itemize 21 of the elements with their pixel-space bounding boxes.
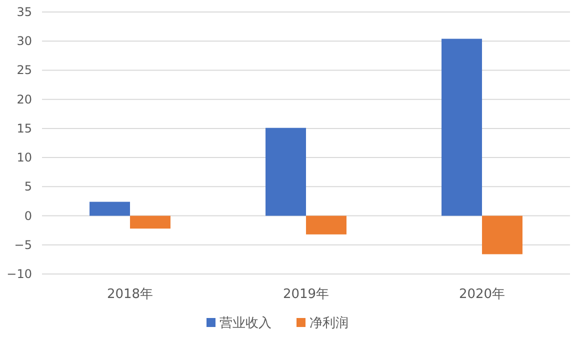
legend-label: 净利润 <box>310 316 348 331</box>
y-tick-label: 5 <box>24 180 32 194</box>
bar <box>442 38 482 216</box>
y-tick-label: 0 <box>24 208 32 223</box>
bar <box>306 216 346 234</box>
x-tick-label: 2018年 <box>106 287 154 302</box>
bar <box>130 216 170 229</box>
y-tick-label: −5 <box>14 238 32 252</box>
bar <box>266 128 306 216</box>
legend-label: 营业收入 <box>220 316 272 331</box>
y-tick-label: −10 <box>6 267 32 281</box>
y-tick-label: 10 <box>16 150 32 165</box>
x-tick-label: 2019年 <box>282 287 330 302</box>
y-tick-label: 25 <box>16 63 32 78</box>
y-tick-label: 35 <box>16 5 32 19</box>
y-tick-label: 30 <box>16 34 32 48</box>
bar <box>90 202 130 216</box>
bar <box>482 216 522 254</box>
x-tick-label: 2020年 <box>458 287 506 302</box>
y-tick-label: 15 <box>16 121 32 136</box>
y-tick-label: 20 <box>16 92 32 106</box>
